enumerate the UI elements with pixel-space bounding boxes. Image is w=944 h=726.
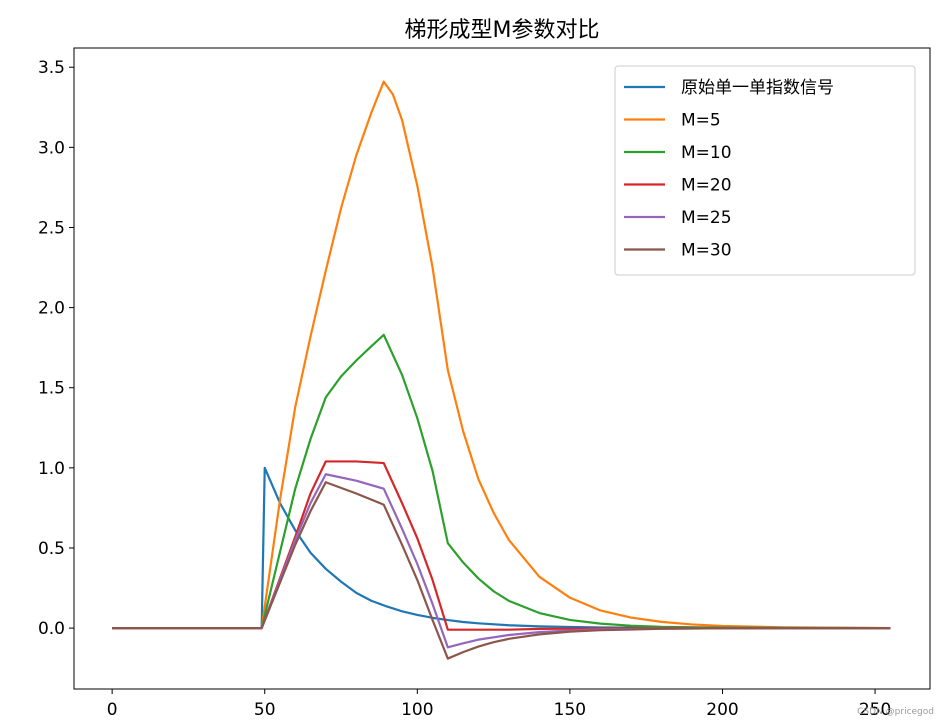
y-tick-label: 1.0 — [38, 459, 65, 479]
legend-label-4: M=20 — [681, 176, 732, 196]
legend-label-5: M=25 — [681, 208, 732, 228]
chart-title: 梯形成型M参数对比 — [405, 18, 600, 43]
x-tick-label: 0 — [107, 700, 118, 720]
x-tick-label: 100 — [401, 700, 433, 720]
legend-box — [614, 65, 916, 276]
series-line-6 — [112, 481, 891, 660]
x-axis: 0 50 100 150 200 250 — [107, 689, 891, 720]
x-tick-label: 250 — [859, 700, 891, 720]
y-tick-label: 0.0 — [38, 619, 65, 639]
legend-label-6: M=30 — [681, 241, 732, 261]
series-line-3 — [112, 333, 891, 630]
watermark: CSDN @pricegod — [857, 707, 934, 717]
y-tick-label: 3.0 — [38, 138, 65, 158]
y-tick-label: 1.5 — [38, 379, 65, 399]
x-tick-label: 200 — [706, 700, 738, 720]
series-line-4 — [112, 460, 891, 631]
y-tick-label: 2.0 — [38, 299, 65, 319]
x-tick-label: 50 — [254, 700, 276, 720]
legend-label-3: M=10 — [681, 143, 732, 163]
axes-frame — [73, 47, 931, 690]
y-tick-label: 0.5 — [38, 539, 65, 559]
y-tick-label: 2.5 — [38, 218, 65, 238]
legend-label-1: 原始单一单指数信号 — [681, 78, 834, 98]
legend: 原始单一单指数信号 M=5 M=10 M=20 M=25 M=30 — [614, 65, 916, 276]
series-line-5 — [112, 473, 891, 649]
legend-label-2: M=5 — [681, 111, 721, 131]
series-line-2 — [112, 80, 891, 630]
y-axis: 0.0 0.5 1.0 1.5 2.0 2.5 3.0 3.5 — [38, 58, 74, 639]
x-tick-label: 150 — [554, 700, 586, 720]
plot-lines — [112, 80, 891, 660]
y-tick-label: 3.5 — [38, 58, 65, 78]
series-line-1 — [112, 466, 891, 630]
